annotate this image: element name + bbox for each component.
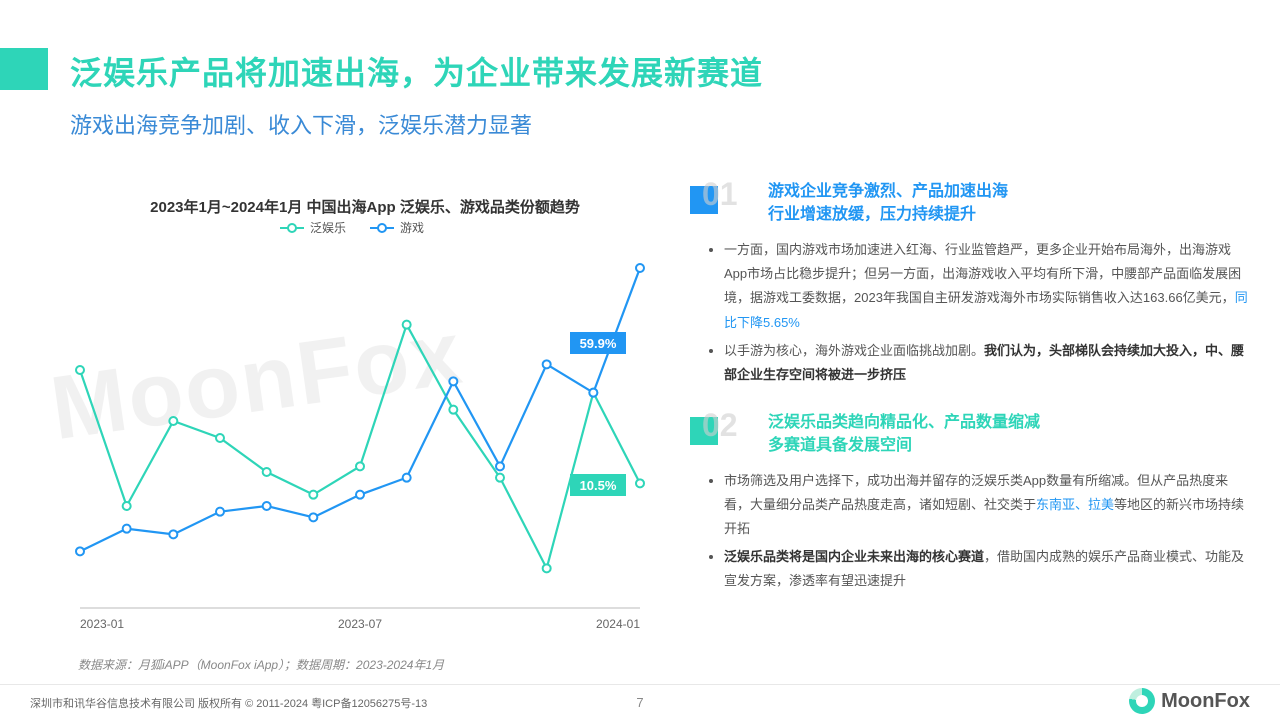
svg-text:泛娱乐: 泛娱乐 <box>310 221 346 235</box>
point-number: 01 <box>702 176 738 213</box>
point-heading-l1: 游戏企业竞争激烈、产品加速出海 <box>768 183 1008 200</box>
bullet-item: 市场筛选及用户选择下，成功出海并留存的泛娱乐类App数量有所缩减。但从产品热度来… <box>724 469 1250 541</box>
svg-text:10.5%: 10.5% <box>580 478 617 493</box>
point-02: 02 泛娱乐品类趋向精品化、产品数量缩减 多赛道具备发展空间 市场筛选及用户选择… <box>690 411 1250 594</box>
bullet-list: 一方面，国内游戏市场加速进入红海、行业监管趋严，更多企业开始布局海外，出海游戏A… <box>710 238 1250 386</box>
footer: 深圳市和讯华谷信息技术有限公司 版权所有 © 2011-2024 粤ICP备12… <box>0 684 1280 720</box>
point-heading-l1: 泛娱乐品类趋向精品化、产品数量缩减 <box>768 414 1040 431</box>
svg-text:2023-01: 2023-01 <box>80 617 124 631</box>
page-title: 泛娱乐产品将加速出海，为企业带来发展新赛道 <box>70 48 763 94</box>
point-01: 01 游戏企业竞争激烈、产品加速出海 行业增速放缓，压力持续提升 一方面，国内游… <box>690 180 1250 387</box>
page-number: 7 <box>636 695 643 710</box>
svg-text:2024-01: 2024-01 <box>596 617 640 631</box>
point-number: 02 <box>702 407 738 444</box>
logo-icon <box>1129 688 1155 714</box>
point-heading: 游戏企业竞争激烈、产品加速出海 行业增速放缓，压力持续提升 <box>768 180 1250 226</box>
bullet-item: 一方面，国内游戏市场加速进入红海、行业监管趋严，更多企业开始布局海外，出海游戏A… <box>724 238 1250 334</box>
chart-title: 2023年1月~2024年1月 中国出海App 泛娱乐、游戏品类份额趋势 <box>85 196 645 217</box>
bullet-item: 以手游为核心，海外游戏企业面临挑战加剧。我们认为，头部梯队会持续加大投入，中、腰… <box>724 339 1250 387</box>
svg-text:59.9%: 59.9% <box>580 336 617 351</box>
page-subtitle: 游戏出海竞争加剧、收入下滑，泛娱乐潜力显著 <box>70 108 532 140</box>
bullet-item: 泛娱乐品类将是国内企业未来出海的核心赛道，借助国内成熟的娱乐产品商业模式、功能及… <box>724 545 1250 593</box>
bullet-list: 市场筛选及用户选择下，成功出海并留存的泛娱乐类App数量有所缩减。但从产品热度来… <box>710 469 1250 593</box>
line-chart: 2023-01 2023-07 2024-01 泛娱乐 游戏 10.5% 59.9% <box>70 218 650 638</box>
accent-bar <box>0 48 48 90</box>
point-heading-l2: 多赛道具备发展空间 <box>768 437 912 454</box>
copyright: 深圳市和讯华谷信息技术有限公司 版权所有 © 2011-2024 粤ICP备12… <box>30 695 427 711</box>
chart-source: 数据来源：月狐iAPP（MoonFox iApp）；数据周期：2023-2024… <box>78 656 444 673</box>
point-heading-l2: 行业增速放缓，压力持续提升 <box>768 206 976 223</box>
point-heading: 泛娱乐品类趋向精品化、产品数量缩减 多赛道具备发展空间 <box>768 411 1250 457</box>
right-column: 01 游戏企业竞争激烈、产品加速出海 行业增速放缓，压力持续提升 一方面，国内游… <box>690 180 1250 617</box>
svg-text:游戏: 游戏 <box>400 221 424 235</box>
svg-text:2023-07: 2023-07 <box>338 617 382 631</box>
logo: MoonFox <box>1129 688 1250 714</box>
logo-text: MoonFox <box>1161 690 1250 713</box>
